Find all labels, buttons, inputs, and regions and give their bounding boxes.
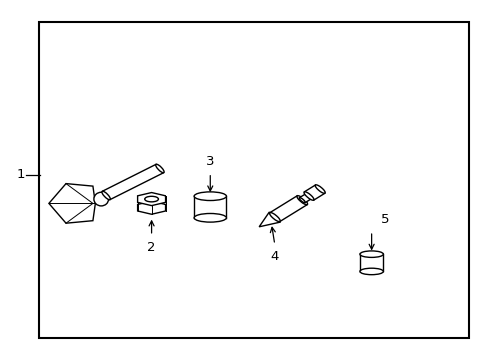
Bar: [39, 22, 468, 338]
Text: 1: 1: [16, 168, 25, 181]
Ellipse shape: [269, 212, 280, 222]
Text: 2: 2: [147, 241, 156, 254]
Ellipse shape: [359, 268, 383, 275]
Text: 5: 5: [381, 213, 389, 226]
Ellipse shape: [102, 191, 110, 200]
Polygon shape: [137, 193, 165, 206]
Polygon shape: [269, 196, 306, 221]
Ellipse shape: [359, 251, 383, 257]
Ellipse shape: [306, 193, 312, 198]
Ellipse shape: [94, 192, 108, 206]
Ellipse shape: [155, 164, 164, 173]
Bar: [359, 254, 383, 271]
Polygon shape: [102, 164, 163, 200]
Polygon shape: [137, 201, 165, 214]
Polygon shape: [299, 193, 312, 203]
Polygon shape: [49, 184, 95, 223]
Polygon shape: [259, 212, 280, 227]
Ellipse shape: [296, 195, 307, 205]
Text: 3: 3: [205, 156, 214, 168]
Bar: [194, 196, 226, 218]
Ellipse shape: [299, 198, 305, 203]
Ellipse shape: [144, 196, 158, 202]
Polygon shape: [304, 185, 325, 200]
Ellipse shape: [194, 192, 226, 201]
Ellipse shape: [194, 213, 226, 222]
Ellipse shape: [315, 185, 325, 193]
Ellipse shape: [304, 192, 313, 200]
Text: 4: 4: [270, 250, 279, 263]
